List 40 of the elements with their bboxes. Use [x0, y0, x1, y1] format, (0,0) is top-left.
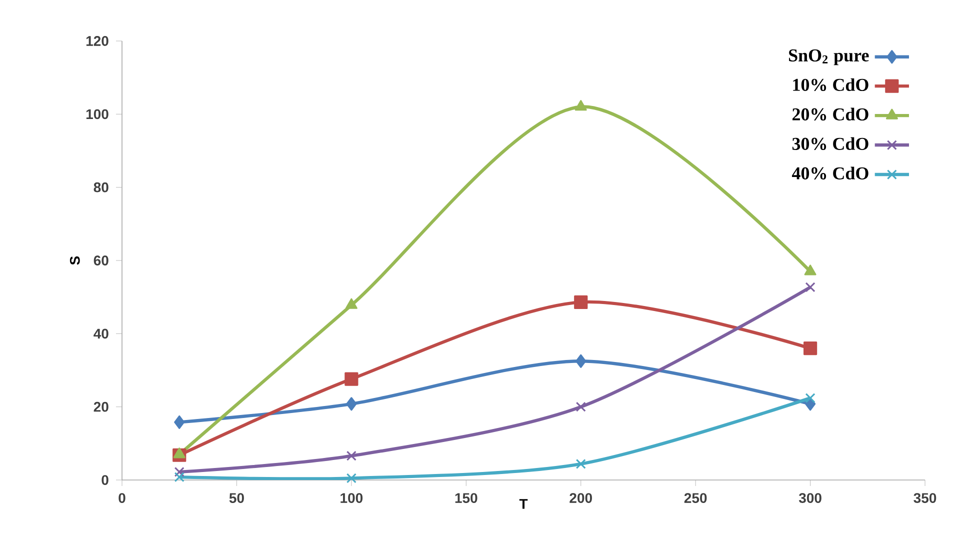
point	[345, 298, 358, 309]
legend-label: 30% CdO	[792, 137, 868, 150]
legend-label: 10% CdO	[793, 78, 868, 92]
y-tick-label: 100	[86, 109, 108, 120]
x-tick-label: 0	[118, 493, 126, 503]
point	[576, 402, 586, 412]
x-tick-label: 50	[229, 493, 244, 503]
x-tick-label: 350	[914, 493, 936, 503]
point	[574, 295, 588, 310]
point	[803, 341, 818, 356]
y-tick-label: 20	[94, 402, 108, 412]
x-tick-label: 200	[570, 493, 592, 503]
x-tick-label: 250	[684, 493, 707, 503]
point	[574, 100, 587, 111]
point	[346, 450, 356, 461]
point	[805, 282, 816, 292]
point	[576, 354, 586, 368]
y-tick-label: 120	[86, 36, 108, 46]
x-tick-label: 150	[455, 493, 478, 503]
legend-label: 20% CdO	[792, 108, 868, 121]
y-axis-title: S	[70, 256, 80, 265]
point	[346, 397, 357, 411]
point	[346, 473, 356, 484]
x-tick-label: 100	[340, 493, 363, 503]
point	[174, 466, 184, 477]
x-tick-label: 300	[798, 493, 822, 503]
y-tick-label: 0	[102, 475, 108, 485]
y-tick-label: 40	[94, 328, 108, 339]
y-tick-label: 80	[94, 182, 108, 192]
point	[174, 472, 184, 482]
point	[576, 458, 586, 469]
point	[344, 372, 358, 386]
point	[804, 264, 816, 276]
point	[174, 415, 185, 429]
point	[805, 393, 816, 404]
point	[173, 448, 186, 458]
legend-label: 40% CdO	[792, 166, 868, 180]
x-axis-title: T	[519, 499, 528, 509]
legend-label: SnO$_{2}$ pure	[789, 49, 869, 66]
y-tick-label: 60	[94, 256, 108, 266]
